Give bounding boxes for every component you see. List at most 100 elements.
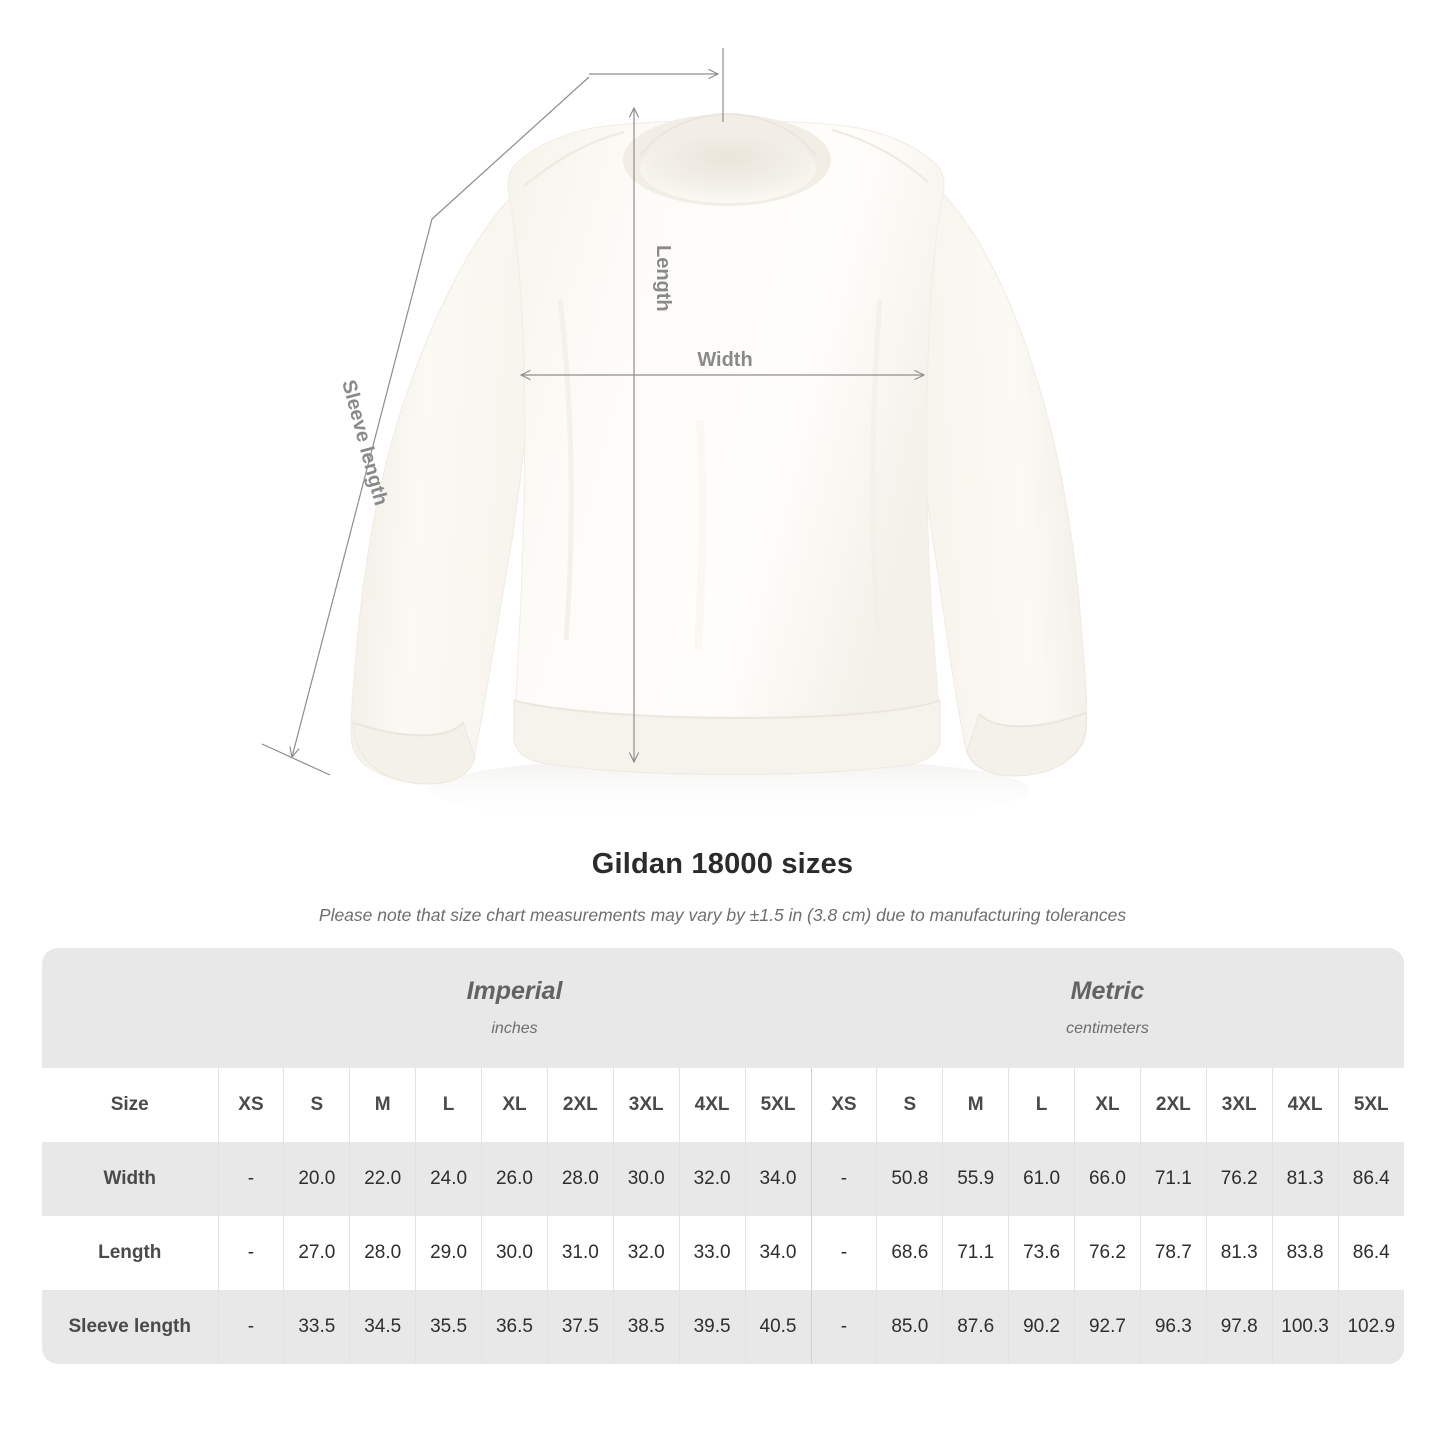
cell-sleeve-length-imperial-xl: 36.5 [481, 1290, 548, 1364]
sleeve-length-label: Sleeve length [337, 378, 392, 508]
cell-length-imperial-5xl: 34.0 [744, 1216, 811, 1290]
size-header-metric-m[interactable]: M [942, 1068, 1009, 1142]
garment-diagram-svg: Length Width Sleeve length [261, 48, 1088, 824]
unit-banner-metric: Metric centimeters [811, 948, 1404, 1068]
cell-sleeve-length-metric-3xl: 97.8 [1205, 1290, 1273, 1364]
size-header-imperial-xs[interactable]: XS [217, 1068, 284, 1142]
unit-sub-imperial: inches [491, 1020, 538, 1037]
cell-sleeve-length-metric-xs: - [810, 1290, 877, 1364]
cell-length-metric-2xl: 78.7 [1139, 1216, 1207, 1290]
cell-length-imperial-l: 29.0 [415, 1216, 482, 1290]
size-chart-table: Imperial inches Metric centimeters Size XS S M L… [42, 948, 1404, 1364]
left-shoulder-seam [523, 130, 625, 187]
cell-length-metric-3xl: 81.3 [1205, 1216, 1273, 1290]
cell-sleeve-length-imperial-l: 35.5 [415, 1290, 482, 1364]
cell-length-metric-s: 68.6 [876, 1216, 943, 1290]
cell-width-imperial-xl: 26.0 [481, 1142, 548, 1216]
cell-width-metric-4xl: 81.3 [1271, 1142, 1338, 1216]
cell-length-metric-l: 73.6 [1008, 1216, 1075, 1290]
cell-sleeve-length-metric-m: 87.6 [942, 1290, 1009, 1364]
title-block: Gildan 18000 sizes Please note that size… [0, 845, 1445, 927]
cell-length-metric-m: 71.1 [942, 1216, 1009, 1290]
cell-length-metric-xs: - [810, 1216, 877, 1290]
size-header-metric-5xl[interactable]: 5XL [1337, 1068, 1404, 1142]
size-header-row: Size XS S M L XL 2XL 3XL 4XL 5XL XS S M L XL 2XL 3XL 4XL 5… [42, 1068, 1404, 1142]
size-header-label: Size [42, 1068, 219, 1142]
cell-sleeve-length-imperial-2xl: 37.5 [546, 1290, 614, 1364]
cell-width-metric-l: 61.0 [1008, 1142, 1075, 1216]
cell-width-metric-3xl: 76.2 [1205, 1142, 1273, 1216]
table-row: Length -27.0 28.0 29.0 30.0 31.0 32.0 33.0 34.0-… [42, 1216, 1404, 1290]
cell-length-metric-4xl: 83.8 [1271, 1216, 1338, 1290]
cell-width-metric-5xl: 86.4 [1337, 1142, 1404, 1216]
cell-width-imperial-l: 24.0 [415, 1142, 482, 1216]
size-header-metric-3xl[interactable]: 3XL [1205, 1068, 1273, 1142]
tolerance-note: Please note that size chart measurements… [318, 905, 1127, 925]
size-header-metric-4xl[interactable]: 4XL [1271, 1068, 1338, 1142]
cell-length-imperial-m: 28.0 [349, 1216, 416, 1290]
size-header-metric-xs[interactable]: XS [810, 1068, 877, 1142]
left-cuff [352, 720, 476, 785]
cell-sleeve-length-imperial-m: 34.5 [349, 1290, 416, 1364]
cell-sleeve-length-metric-s: 85.0 [876, 1290, 943, 1364]
cell-sleeve-length-metric-2xl: 96.3 [1139, 1290, 1207, 1364]
cell-sleeve-length-imperial-5xl: 40.5 [744, 1290, 811, 1364]
size-header-metric-l[interactable]: L [1008, 1068, 1075, 1142]
size-header-metric-xl[interactable]: XL [1074, 1068, 1141, 1142]
cell-width-imperial-4xl: 32.0 [678, 1142, 746, 1216]
cell-width-imperial-2xl: 28.0 [546, 1142, 614, 1216]
bottom-hem [513, 699, 941, 775]
cell-length-metric-xl: 76.2 [1074, 1216, 1141, 1290]
cell-sleeve-length-imperial-3xl: 38.5 [612, 1290, 680, 1364]
right-cuff [966, 711, 1087, 777]
cell-length-imperial-2xl: 31.0 [546, 1216, 614, 1290]
cell-length-metric-5xl: 86.4 [1337, 1216, 1404, 1290]
size-header-imperial-s[interactable]: S [283, 1068, 350, 1142]
table-row: Sleeve length -33.5 34.5 35.5 36.5 37.5 38.5 39… [42, 1290, 1404, 1364]
sleeve-length-line [292, 76, 590, 757]
left-cuff-seam [352, 721, 465, 737]
size-header-imperial-5xl[interactable]: 5XL [744, 1068, 811, 1142]
size-header-imperial-4xl[interactable]: 4XL [678, 1068, 746, 1142]
cell-width-imperial-s: 20.0 [283, 1142, 350, 1216]
right-cuff-seam [979, 712, 1087, 728]
cell-sleeve-length-imperial-xs: - [217, 1290, 284, 1364]
cell-length-imperial-xs: - [217, 1216, 284, 1290]
garment-illustration: Length Width Sleeve length [261, 48, 1088, 824]
row-label-width: Width [42, 1142, 219, 1216]
size-header-imperial-m[interactable]: M [349, 1068, 416, 1142]
unit-banner-spacer [42, 948, 219, 1068]
cell-sleeve-length-metric-4xl: 100.3 [1271, 1290, 1338, 1364]
left-sleeve [350, 194, 537, 784]
cell-length-imperial-xl: 30.0 [481, 1216, 548, 1290]
unit-banner-imperial: Imperial inches [218, 948, 811, 1068]
row-label-length: Length [42, 1216, 219, 1290]
unit-name-imperial: Imperial [466, 977, 563, 1005]
cell-width-metric-m: 55.9 [942, 1142, 1009, 1216]
unit-name-metric: Metric [1070, 977, 1145, 1005]
cell-sleeve-length-imperial-s: 33.5 [283, 1290, 350, 1364]
unit-sub-metric: centimeters [1066, 1020, 1149, 1037]
size-header-metric-s[interactable]: S [876, 1068, 943, 1142]
table-row: Width -20.0 22.0 24.0 26.0 28.0 30.0 32.0 34.0-5… [42, 1142, 1404, 1216]
cell-width-metric-s: 50.8 [876, 1142, 943, 1216]
size-header-metric-2xl[interactable]: 2XL [1139, 1068, 1207, 1142]
size-header-imperial-l[interactable]: L [415, 1068, 482, 1142]
garment-shadow [430, 756, 1030, 824]
length-label: Length [652, 245, 674, 312]
cell-width-metric-xl: 66.0 [1074, 1142, 1141, 1216]
size-header-imperial-xl[interactable]: XL [481, 1068, 548, 1142]
garment-body [507, 120, 945, 775]
cell-width-imperial-3xl: 30.0 [612, 1142, 680, 1216]
size-header-imperial-3xl[interactable]: 3XL [612, 1068, 680, 1142]
cell-sleeve-length-metric-xl: 92.7 [1074, 1290, 1141, 1364]
cell-sleeve-length-metric-l: 90.2 [1008, 1290, 1075, 1364]
hem-seam [514, 700, 940, 720]
cell-length-imperial-s: 27.0 [283, 1216, 350, 1290]
size-header-imperial-2xl[interactable]: 2XL [546, 1068, 614, 1142]
unit-banner-row: Imperial inches Metric centimeters [42, 948, 1404, 1068]
row-label-sleeve-length: Sleeve length [42, 1290, 219, 1364]
cell-length-imperial-3xl: 32.0 [612, 1216, 680, 1290]
cell-sleeve-length-metric-5xl: 102.9 [1337, 1290, 1404, 1364]
cell-sleeve-length-imperial-4xl: 39.5 [678, 1290, 746, 1364]
